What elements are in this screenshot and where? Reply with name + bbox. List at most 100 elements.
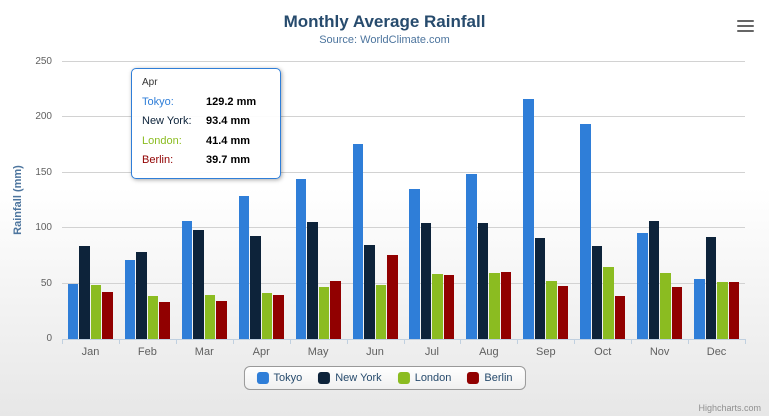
x-axis-tick-mark: [574, 339, 576, 344]
bar-new-york-jan[interactable]: [79, 246, 90, 339]
bar-london-jun[interactable]: [375, 285, 387, 339]
bar-new-york-dec[interactable]: [705, 236, 717, 339]
tooltip-series-value: 93.4 mm: [206, 115, 251, 128]
bar-tokyo-apr[interactable]: [238, 195, 250, 339]
bar-group-nov: [631, 62, 688, 339]
bar-group-may: [290, 62, 347, 339]
x-tick-label-aug: Aug: [479, 346, 499, 358]
bar-new-york-may[interactable]: [307, 221, 318, 339]
bar-london-jan[interactable]: [90, 284, 102, 339]
bar-new-york-apr[interactable]: [250, 235, 261, 339]
credits-link[interactable]: Highcharts.com: [698, 403, 761, 413]
gridline-200: [62, 116, 745, 118]
y-tick-label-50: 50: [40, 277, 52, 289]
chart-title: Monthly Average Rainfall: [283, 12, 486, 31]
x-tick-label-nov: Nov: [649, 346, 670, 358]
legend-label: Berlin: [484, 372, 513, 384]
bar-tokyo-sep[interactable]: [523, 99, 534, 339]
bar-berlin-sep[interactable]: [557, 286, 569, 339]
x-axis-tick-mark: [62, 339, 63, 344]
legend-item-london[interactable]: London: [397, 372, 452, 384]
bar-tokyo-aug[interactable]: [466, 174, 477, 339]
bar-new-york-mar[interactable]: [193, 229, 204, 339]
tooltip-rows: Tokyo: 129.2 mm New York: 93.4 mm London: 41.…: [142, 93, 270, 170]
bar-berlin-jul[interactable]: [443, 275, 455, 339]
bar-group-dec: [688, 62, 745, 339]
bar-berlin-may[interactable]: [330, 280, 341, 339]
legend-swatch-icon: [397, 372, 410, 384]
export-menu-button[interactable]: [733, 16, 759, 38]
x-tick-label-mar: Mar: [194, 346, 214, 358]
bar-london-apr[interactable]: [261, 293, 273, 339]
bar-tokyo-mar[interactable]: [181, 221, 193, 339]
bar-new-york-oct[interactable]: [591, 246, 603, 339]
bar-berlin-jan[interactable]: [102, 292, 113, 339]
x-axis-tick-mark: [232, 339, 234, 344]
bar-london-jul[interactable]: [432, 273, 443, 339]
bar-new-york-jun[interactable]: [364, 245, 375, 339]
bar-berlin-mar[interactable]: [216, 300, 227, 339]
bar-london-oct[interactable]: [603, 266, 614, 339]
bar-group-feb: [119, 62, 176, 339]
bar-tokyo-dec[interactable]: [694, 278, 705, 339]
legend-swatch-icon: [467, 372, 480, 384]
bar-new-york-feb[interactable]: [136, 251, 147, 339]
bar-berlin-apr[interactable]: [273, 295, 284, 339]
bar-tokyo-nov[interactable]: [637, 233, 648, 339]
x-tick-label-feb: Feb: [137, 346, 157, 358]
bar-tokyo-jun[interactable]: [352, 144, 364, 339]
legend-label: Tokyo: [273, 372, 303, 384]
bar-new-york-jul[interactable]: [420, 222, 432, 339]
bar-tokyo-feb[interactable]: [124, 259, 136, 339]
bar-london-nov[interactable]: [660, 273, 671, 339]
bar-new-york-nov[interactable]: [648, 220, 660, 339]
tooltip-series-value: 39.7 mm: [206, 153, 251, 166]
bar-group-oct: [574, 62, 631, 339]
gridline-250: [62, 61, 745, 62]
y-axis-title: Rainfall (mm): [12, 165, 24, 235]
tooltip-header: Apr: [142, 77, 158, 88]
bar-berlin-oct[interactable]: [614, 295, 626, 339]
legend-item-tokyo[interactable]: Tokyo: [256, 372, 302, 384]
bar-london-mar[interactable]: [204, 295, 216, 339]
x-tick-label-jun: Jun: [366, 346, 384, 358]
x-tick-label-oct: Oct: [594, 346, 612, 358]
x-tick-label-jan: Jan: [81, 346, 100, 358]
bar-london-may[interactable]: [318, 286, 330, 339]
bar-new-york-sep[interactable]: [534, 237, 546, 339]
bar-group-aug: [460, 62, 517, 339]
x-tick-label-may: May: [307, 346, 329, 358]
bar-tokyo-may[interactable]: [295, 179, 307, 339]
x-axis-tick-mark: [631, 339, 633, 344]
bar-tokyo-jan[interactable]: [67, 283, 79, 339]
legend-item-new-york[interactable]: New York: [318, 372, 382, 384]
bar-tokyo-jul[interactable]: [409, 188, 420, 339]
tooltip-series-value: 41.4 mm: [206, 134, 251, 147]
bar-berlin-feb[interactable]: [159, 302, 170, 339]
bar-london-aug[interactable]: [489, 272, 500, 339]
legend: Tokyo New York London Berlin: [243, 366, 526, 390]
gridline-100: [62, 227, 745, 229]
bar-berlin-jun[interactable]: [387, 255, 398, 339]
bar-berlin-aug[interactable]: [500, 272, 512, 339]
tooltip-series-name: London:: [142, 134, 182, 147]
x-axis-tick-mark: [403, 339, 405, 344]
gridline-50: [62, 282, 745, 284]
bar-new-york-aug[interactable]: [477, 223, 489, 339]
bar-london-dec[interactable]: [717, 282, 728, 339]
bar-berlin-dec[interactable]: [728, 282, 739, 339]
y-tick-label-0: 0: [46, 333, 52, 344]
tooltip-series-name: New York:: [142, 115, 192, 128]
bar-group-jan: [62, 62, 119, 339]
x-tick-label-jul: Jul: [424, 346, 439, 358]
bar-london-feb[interactable]: [147, 296, 159, 339]
bar-tokyo-oct[interactable]: [580, 123, 591, 339]
bar-berlin-nov[interactable]: [671, 287, 683, 339]
bar-london-sep[interactable]: [546, 280, 557, 339]
legend-label: London: [414, 372, 452, 384]
tooltip-series-name: Tokyo:: [142, 96, 174, 108]
legend-item-berlin[interactable]: Berlin: [467, 372, 513, 384]
tooltip-series-value: 129.2 mm: [206, 96, 257, 108]
tooltip-row-tokyo: Tokyo: 129.2 mm: [142, 93, 270, 112]
